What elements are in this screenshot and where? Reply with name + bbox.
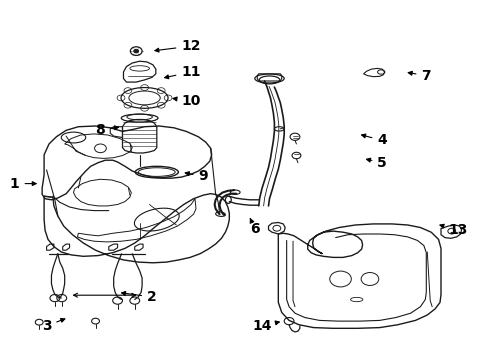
Text: 13: 13 [440,224,468,237]
Text: 12: 12 [155,39,201,53]
Text: 14: 14 [252,319,279,333]
Text: 11: 11 [165,65,201,79]
Text: 4: 4 [362,134,387,147]
Text: 8: 8 [96,123,119,136]
Text: 10: 10 [173,94,201,108]
Circle shape [134,49,139,53]
Text: 5: 5 [367,156,387,170]
Text: 9: 9 [185,170,208,183]
Text: 7: 7 [408,69,431,82]
Text: 3: 3 [42,319,65,333]
Text: 2: 2 [122,290,157,304]
Text: 6: 6 [250,219,260,235]
Text: 1: 1 [10,177,36,190]
